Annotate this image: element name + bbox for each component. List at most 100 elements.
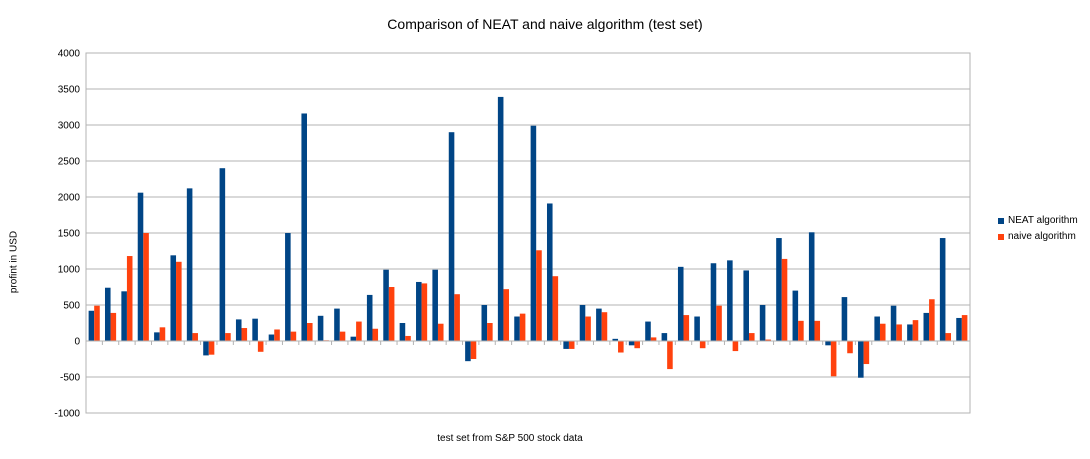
bar-neat <box>465 341 471 362</box>
plot-area-border <box>85 52 971 414</box>
bar-naive <box>290 331 297 341</box>
bar-neat <box>596 308 602 341</box>
bar-naive <box>650 337 657 341</box>
bar-neat <box>350 336 357 341</box>
bar-neat <box>285 233 291 341</box>
bar-neat <box>858 341 864 378</box>
y-tick-label: 1000 <box>58 265 81 276</box>
bar-neat <box>154 332 160 341</box>
bar-naive <box>437 323 444 341</box>
y-tick-label: -500 <box>60 373 80 384</box>
bar-neat <box>334 308 340 341</box>
bar-neat <box>530 125 537 341</box>
bar-neat <box>546 203 553 341</box>
bar-naive <box>176 261 182 341</box>
bar-neat <box>841 297 848 341</box>
bar-naive <box>225 333 231 341</box>
bar-neat <box>497 96 504 341</box>
bar-neat <box>121 291 127 341</box>
bar-neat <box>170 255 177 341</box>
legend-item-neat: NEAT algorithm <box>998 215 1078 226</box>
bar-neat <box>235 319 242 341</box>
y-tick-label: 1500 <box>58 229 81 240</box>
bar-naive <box>781 258 788 341</box>
bar-neat <box>694 316 700 341</box>
bar-neat <box>759 305 766 341</box>
bar-naive <box>765 339 771 341</box>
bar-naive <box>683 315 690 341</box>
bar-naive <box>830 341 837 377</box>
bar-naive <box>470 341 477 359</box>
bar-naive <box>896 324 902 341</box>
bar-naive <box>94 305 100 341</box>
bar-neat <box>661 333 668 341</box>
bar-naive <box>814 320 821 341</box>
bar-neat <box>923 312 930 341</box>
bar-neat <box>203 341 209 356</box>
bar-naive <box>503 289 510 341</box>
bar-neat <box>874 316 880 341</box>
bar-naive <box>159 327 166 341</box>
bar-neat <box>186 188 193 341</box>
bar-naive <box>110 312 117 341</box>
bar-naive <box>847 341 853 354</box>
bar-naive <box>716 305 722 341</box>
bar-neat <box>301 113 307 341</box>
y-tick-label: 3500 <box>58 85 81 96</box>
bar-naive <box>568 341 575 349</box>
bar-naive <box>257 341 264 352</box>
bar-naive <box>208 341 215 355</box>
bar-naive <box>798 320 804 341</box>
bar-neat <box>939 238 946 341</box>
bar-naive <box>552 276 559 341</box>
y-tick-label: 2000 <box>58 193 81 204</box>
bar-neat <box>808 232 815 341</box>
bar-naive <box>405 335 411 341</box>
bar-neat <box>907 324 913 341</box>
bar-neat <box>776 238 782 341</box>
bar-naive <box>699 341 706 349</box>
bar-naive <box>961 315 968 341</box>
bar-naive <box>912 320 919 341</box>
bar-naive <box>356 321 362 341</box>
bar-neat <box>137 192 144 341</box>
bar-neat <box>956 317 962 341</box>
bar-neat <box>628 341 635 346</box>
bar-naive <box>372 328 379 341</box>
bar-naive <box>929 299 935 341</box>
bar-neat <box>514 316 520 341</box>
bar-naive <box>601 312 608 341</box>
y-tick-label: 3000 <box>58 121 81 132</box>
bar-neat <box>579 305 586 341</box>
bar-neat <box>399 323 406 341</box>
bar-naive <box>454 294 460 341</box>
bar-neat <box>710 263 717 341</box>
legend-swatch-naive <box>998 233 1004 240</box>
bar-naive <box>126 256 133 341</box>
bar-neat <box>366 294 373 341</box>
bar-neat <box>563 341 569 349</box>
y-tick-label: 2500 <box>58 157 81 168</box>
bar-naive <box>634 341 640 349</box>
bar-neat <box>448 132 455 341</box>
bar-neat <box>481 305 488 341</box>
bar-naive <box>749 333 755 341</box>
bar-naive <box>143 233 149 341</box>
bar-neat <box>792 290 799 341</box>
bar-naive <box>339 331 346 341</box>
legend-label-naive: naive algorithm <box>1008 231 1076 242</box>
chart-title: Comparison of NEAT and naive algorithm (… <box>387 16 703 32</box>
bar-naive <box>519 313 526 341</box>
bar-neat <box>743 270 749 341</box>
bar-naive <box>241 328 248 341</box>
bar-neat <box>645 321 651 341</box>
bar-naive <box>618 341 624 353</box>
bar-naive <box>667 341 673 370</box>
bar-neat <box>252 318 258 341</box>
bar-naive <box>863 341 870 365</box>
bar-naive <box>421 283 428 341</box>
y-tick-label: 4000 <box>58 49 81 60</box>
bar-neat <box>825 341 831 346</box>
bar-neat <box>677 266 684 341</box>
y-tick-label: 500 <box>63 301 80 312</box>
